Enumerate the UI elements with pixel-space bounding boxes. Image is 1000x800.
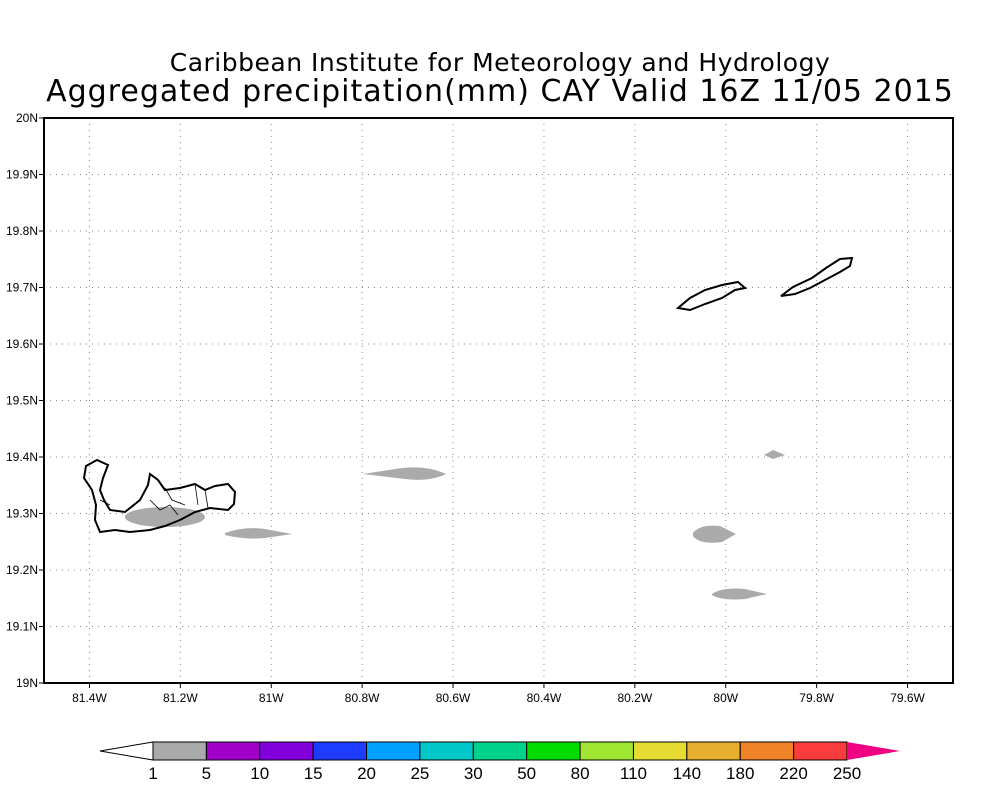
colorbar-label: 80 bbox=[571, 764, 590, 783]
lon-tick-label: 79.6W bbox=[890, 691, 925, 705]
lat-tick-label: 19.3N bbox=[6, 507, 38, 521]
lon-tick-label: 80W bbox=[713, 691, 738, 705]
chart-title: Caribbean Institute for Meteorology and … bbox=[169, 48, 831, 77]
colorbar-box bbox=[366, 741, 421, 761]
colorbar-box bbox=[205, 741, 261, 761]
lat-tick-label: 20N bbox=[16, 111, 38, 125]
cayman-brac-coast bbox=[780, 256, 854, 297]
colorbar-box bbox=[312, 741, 368, 761]
lat-tick-label: 19.4N bbox=[6, 450, 38, 464]
colorbar-label: 15 bbox=[304, 764, 323, 783]
grid-lines bbox=[44, 118, 953, 683]
colorbar-label: 5 bbox=[202, 764, 211, 783]
chart-subtitle: Aggregated precipitation(mm) CAY Valid 1… bbox=[46, 74, 954, 109]
little-cayman-coast bbox=[675, 280, 748, 312]
colorbar-label: 25 bbox=[410, 764, 429, 783]
precip-area bbox=[693, 525, 736, 543]
colorbar-box bbox=[739, 741, 795, 761]
colorbar-label: 110 bbox=[620, 764, 647, 783]
lon-tick-label: 80.6W bbox=[436, 691, 471, 705]
lat-tick-label: 19.1N bbox=[6, 620, 38, 634]
lon-tick-label: 80.2W bbox=[618, 691, 653, 705]
colorbar-box bbox=[259, 741, 314, 761]
lat-tick-label: 19.5N bbox=[6, 394, 38, 408]
colorbar-box bbox=[152, 741, 207, 761]
colorbar-box bbox=[632, 741, 688, 761]
colorbar-box bbox=[472, 741, 528, 761]
lat-tick-label: 19.8N bbox=[6, 224, 38, 238]
lon-tick-label: 80.8W bbox=[345, 691, 380, 705]
lat-tick-label: 19.6N bbox=[6, 337, 38, 351]
colorbar-label: 50 bbox=[517, 764, 536, 783]
precip-area bbox=[225, 528, 292, 539]
lon-tick-label: 81.2W bbox=[163, 691, 198, 705]
lat-tick-label: 19.2N bbox=[6, 563, 38, 577]
colorbar-label: 220 bbox=[779, 764, 807, 783]
colorbar-box bbox=[419, 741, 474, 761]
lat-tick-label: 19.9N bbox=[6, 168, 38, 182]
lat-tick-label: 19.7N bbox=[6, 281, 38, 295]
colorbar-box bbox=[793, 741, 848, 761]
colorbar-label: 140 bbox=[673, 764, 701, 783]
colorbar-label: 10 bbox=[250, 764, 269, 783]
colorbar-label: 30 bbox=[464, 764, 483, 783]
colorbar-label: 180 bbox=[726, 764, 754, 783]
lon-tick-label: 81W bbox=[259, 691, 284, 705]
grand-cayman-coast bbox=[82, 458, 237, 534]
precip-area bbox=[712, 588, 767, 600]
colorbar-label: 20 bbox=[357, 764, 376, 783]
precipitation-areas bbox=[125, 450, 785, 600]
colorbar-label: 1 bbox=[148, 764, 157, 783]
colorbar-low-arrow bbox=[99, 741, 154, 761]
colorbar-box bbox=[526, 741, 581, 761]
lon-tick-label: 79.8W bbox=[799, 691, 834, 705]
precip-area bbox=[363, 467, 446, 480]
coastlines bbox=[82, 256, 854, 534]
grand-cayman-districts bbox=[99, 483, 209, 516]
precip-area bbox=[125, 507, 205, 527]
colorbar-label: 250 bbox=[833, 764, 861, 783]
lon-tick-label: 81.4W bbox=[72, 691, 107, 705]
lon-tick-label: 80.4W bbox=[527, 691, 562, 705]
colorbar-box bbox=[579, 741, 634, 761]
precip-area bbox=[764, 450, 785, 459]
colorbar: 1 5 10 15 20 25 30 50 80 110 140 180 220 250 bbox=[99, 741, 900, 783]
colorbar-high-arrow bbox=[847, 742, 900, 760]
colorbar-box bbox=[686, 741, 741, 761]
lat-tick-label: 19N bbox=[16, 676, 38, 690]
